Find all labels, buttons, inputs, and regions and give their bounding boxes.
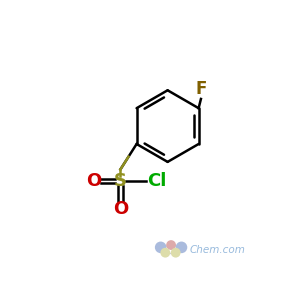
Point — [179, 245, 184, 250]
Point — [163, 250, 168, 255]
Text: F: F — [195, 80, 207, 98]
Point — [173, 250, 178, 255]
Text: Cl: Cl — [147, 172, 167, 190]
Point — [169, 243, 173, 248]
Text: O: O — [86, 172, 101, 190]
Text: S: S — [114, 172, 127, 190]
Text: Chem.com: Chem.com — [190, 245, 245, 255]
Point — [158, 245, 163, 250]
Text: O: O — [113, 200, 128, 218]
